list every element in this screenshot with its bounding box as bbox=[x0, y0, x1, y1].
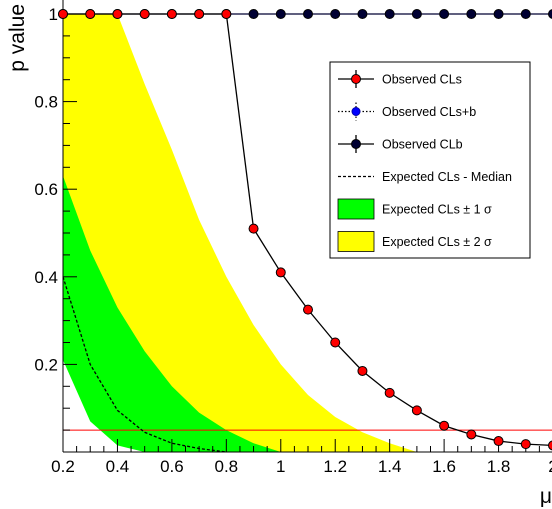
cls-point bbox=[303, 304, 313, 315]
y-tick-label: 0.2 bbox=[34, 355, 58, 374]
x-tick-label: 0.2 bbox=[51, 457, 75, 476]
x-tick-label: 0.4 bbox=[106, 457, 130, 476]
y-tick-label: 1 bbox=[49, 5, 58, 24]
clb-point bbox=[548, 9, 552, 19]
legend-marker bbox=[351, 74, 361, 84]
x-tick-label: 1.8 bbox=[487, 457, 511, 476]
cls-point bbox=[58, 9, 68, 19]
legend-box bbox=[329, 61, 531, 259]
clb-point bbox=[411, 9, 422, 19]
cls-point bbox=[520, 439, 531, 450]
axes: 0.2 0.4 0.6 0.8 1 1.2 1.4 1.6 1.8 2 0.2 0.4 0.6 0.8 1 bbox=[34, 0, 552, 476]
x-tick-label: 0.6 bbox=[160, 457, 184, 476]
clb-point bbox=[520, 9, 531, 19]
clb-point bbox=[493, 9, 504, 19]
cls-point bbox=[112, 9, 123, 19]
x-tick-label: 1 bbox=[276, 457, 285, 476]
cls-point bbox=[166, 9, 177, 19]
clb-point bbox=[248, 9, 259, 19]
clb-point bbox=[384, 9, 395, 19]
clb-point bbox=[330, 9, 341, 19]
cls-point bbox=[411, 405, 422, 416]
legend-label: Observed CLs+b bbox=[382, 105, 476, 119]
expected-bands bbox=[63, 14, 417, 452]
clb-point bbox=[439, 9, 450, 19]
clb-point bbox=[357, 9, 368, 19]
legend: Observed CLs Observed CLs+b Observed CLb Ex… bbox=[329, 61, 531, 259]
legend-label: Observed CLs bbox=[382, 73, 462, 87]
legend-label: Expected CLs ± 2 σ bbox=[382, 235, 492, 249]
cls-point bbox=[493, 436, 504, 447]
clb-point bbox=[275, 9, 286, 19]
band-2sigma bbox=[63, 14, 417, 452]
x-tick-label: 1.6 bbox=[432, 457, 456, 476]
y-tick-label: 0.4 bbox=[34, 268, 58, 287]
x-tick-label: 2 bbox=[548, 457, 552, 476]
y-axis-label: p value bbox=[6, 4, 29, 72]
legend-marker bbox=[351, 107, 361, 116]
markers bbox=[58, 9, 552, 451]
cls-point bbox=[275, 267, 286, 278]
legend-marker bbox=[351, 139, 361, 149]
cls-point bbox=[384, 387, 395, 398]
legend-label: Observed CLb bbox=[382, 138, 463, 152]
legend-swatch bbox=[337, 231, 375, 252]
cls-point bbox=[194, 9, 205, 19]
legend-swatch bbox=[337, 198, 375, 220]
cls-point bbox=[357, 365, 368, 376]
x-tick-label: 1.4 bbox=[378, 457, 402, 476]
clb-point bbox=[466, 9, 477, 19]
clb-point bbox=[303, 9, 313, 19]
legend-label: Expected CLs - Median bbox=[382, 170, 512, 184]
y-tick-label: 0.8 bbox=[34, 93, 58, 112]
cls-point bbox=[85, 9, 96, 19]
y-tick-label: 0.6 bbox=[34, 180, 58, 199]
x-tick-label: 1.2 bbox=[323, 457, 347, 476]
cls-point bbox=[330, 337, 341, 348]
band-1sigma bbox=[63, 176, 281, 452]
cls-point bbox=[221, 9, 232, 19]
x-tick-label: 0.8 bbox=[215, 457, 239, 476]
cls-point bbox=[139, 9, 150, 19]
cls-point bbox=[439, 420, 450, 431]
cls-point bbox=[248, 223, 259, 234]
x-axis-label: μ bbox=[540, 485, 552, 508]
cls-point bbox=[548, 440, 552, 451]
cls-point bbox=[466, 429, 477, 440]
legend-label: Expected CLs ± 1 σ bbox=[382, 203, 492, 217]
